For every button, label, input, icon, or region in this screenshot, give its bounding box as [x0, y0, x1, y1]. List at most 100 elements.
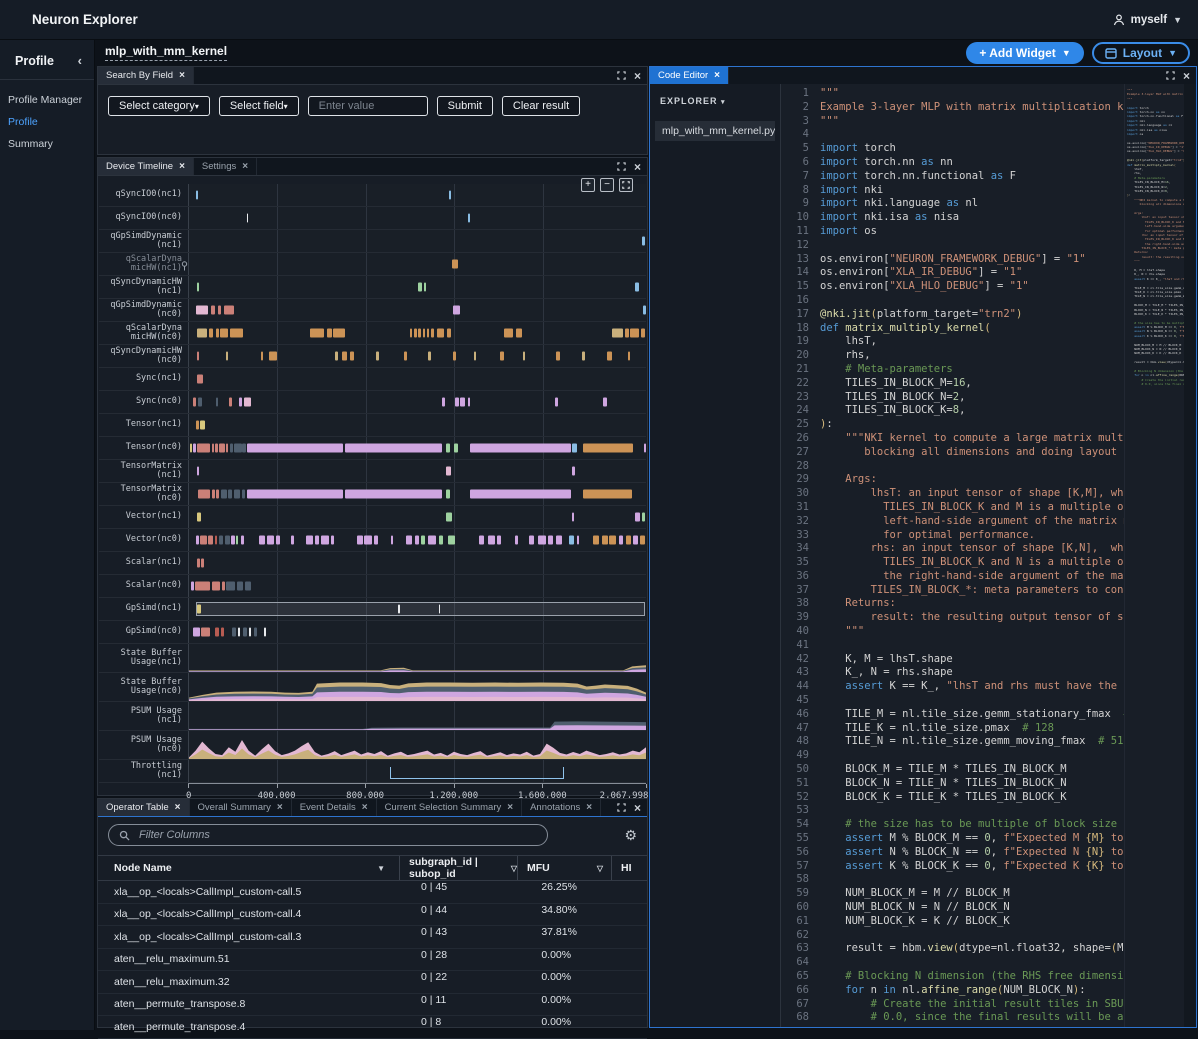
timeline-row-psum-usage-nc1[interactable]: PSUM Usage (nc1)	[99, 702, 646, 731]
code-line[interactable]: 34 rhs: an input tensor of shape [K,N], …	[781, 542, 1124, 556]
timeline-track[interactable]	[188, 437, 646, 459]
code-line[interactable]: 10import nki.isa as nisa	[781, 211, 1124, 225]
column-header-subgraph-id-subop-id[interactable]: subgraph_id | subop_id▽	[399, 856, 517, 880]
timeline-row-tensor-nc1[interactable]: Tensor(nc1)	[99, 414, 646, 437]
timeline-row-gpsimd-nc1[interactable]: GpSimd(nc1)	[99, 598, 646, 621]
timeline-bar[interactable]	[446, 490, 451, 499]
timeline-row-scalar-nc1[interactable]: Scalar(nc1)	[99, 552, 646, 575]
timeline-bar[interactable]	[191, 582, 194, 591]
sidebar-item-profile[interactable]: Profile	[0, 111, 94, 133]
timeline-track[interactable]	[188, 731, 646, 759]
code-line[interactable]: 64	[781, 956, 1124, 970]
timeline-bar[interactable]	[414, 329, 416, 338]
timeline-bar[interactable]	[222, 582, 225, 591]
timeline-row-scalar-nc0[interactable]: Scalar(nc0)	[99, 575, 646, 598]
timeline-bar[interactable]	[635, 513, 640, 522]
code-editor-content[interactable]: 1"""2Example 3-layer MLP with matrix mul…	[781, 84, 1124, 1027]
timeline-track[interactable]	[188, 207, 646, 229]
code-line[interactable]: 47 TILE_K = nl.tile_size.pmax # 128	[781, 722, 1124, 736]
code-line[interactable]: 40 """	[781, 625, 1124, 639]
timeline-bar[interactable]	[245, 582, 251, 591]
timeline-bar[interactable]	[231, 536, 235, 545]
timeline-bar[interactable]	[626, 536, 631, 545]
timeline-track[interactable]	[188, 299, 646, 321]
timeline-track[interactable]	[188, 391, 646, 413]
timeline-bar[interactable]	[446, 444, 451, 453]
timeline-bar[interactable]	[455, 398, 459, 407]
tab-code-editor[interactable]: Code Editor×	[650, 67, 729, 84]
timeline-bar[interactable]	[391, 536, 393, 545]
timeline-bar[interactable]	[612, 329, 623, 338]
timeline-bar[interactable]	[470, 490, 571, 499]
code-line[interactable]: 8import nki	[781, 184, 1124, 198]
timeline-bar[interactable]	[212, 490, 214, 499]
pin-icon[interactable]	[181, 261, 188, 275]
code-line[interactable]: 18def matrix_multiply_kernel(	[781, 322, 1124, 336]
code-line[interactable]: 42 K, M = lhsT.shape	[781, 653, 1124, 667]
code-line[interactable]: 33 for optimal performance.	[781, 529, 1124, 543]
expand-panel-icon[interactable]	[617, 71, 626, 80]
explorer-header[interactable]: EXPLORER ▾	[650, 94, 780, 108]
timeline-row-tensormatrix-nc0[interactable]: TensorMatrix (nc0)	[99, 483, 646, 506]
timeline-bar[interactable]	[209, 329, 214, 338]
timeline-bar[interactable]	[198, 490, 211, 499]
timeline-bar[interactable]	[241, 536, 244, 545]
timeline-bar[interactable]	[200, 536, 206, 545]
code-line[interactable]: 56 assert N % BLOCK_N == 0, f"Expected N…	[781, 846, 1124, 860]
timeline-bar[interactable]	[446, 467, 451, 476]
timeline-bar[interactable]	[239, 398, 242, 407]
timeline-bar[interactable]	[442, 398, 445, 407]
code-line[interactable]: 9import nki.language as nl	[781, 197, 1124, 211]
timeline-bar[interactable]	[460, 398, 465, 407]
timeline-bar[interactable]	[226, 352, 228, 361]
code-line[interactable]: 12	[781, 239, 1124, 253]
code-line[interactable]: 19 lhsT,	[781, 335, 1124, 349]
code-line[interactable]: 48 TILE_N = nl.tile_size.gemm_moving_fma…	[781, 735, 1124, 749]
timeline-row-throttling-nc1[interactable]: Throttling (nc1)	[99, 760, 646, 783]
timeline-track[interactable]	[188, 702, 646, 730]
timeline-bar[interactable]	[196, 306, 208, 315]
timeline-bar[interactable]	[447, 329, 451, 338]
tab-device-timeline[interactable]: Device Timeline×	[98, 158, 194, 175]
timeline-bar[interactable]	[607, 352, 612, 361]
timeline-bar[interactable]	[453, 306, 459, 315]
timeline-bar[interactable]	[201, 628, 210, 637]
code-line[interactable]: 36 the right-hand-side argument of the m…	[781, 570, 1124, 584]
timeline-bar[interactable]	[196, 536, 200, 545]
timeline-bar[interactable]	[488, 536, 495, 545]
code-line[interactable]: 24 TILES_IN_BLOCK_K=8,	[781, 404, 1124, 418]
selection-bracket[interactable]	[390, 767, 564, 779]
code-minimap[interactable]: """Example 3-layer MLP with matrix multi…	[1124, 84, 1184, 1027]
code-line[interactable]: 52 BLOCK_K = TILE_K * TILES_IN_BLOCK_K	[781, 791, 1124, 805]
timeline-bar[interactable]	[208, 536, 213, 545]
timeline-bar[interactable]	[242, 444, 246, 453]
timeline-bar[interactable]	[226, 582, 234, 591]
timeline-bar[interactable]	[628, 352, 631, 361]
timeline-bar[interactable]	[291, 536, 294, 545]
timeline-bar[interactable]	[515, 536, 517, 545]
timeline-bar[interactable]	[577, 536, 579, 545]
timeline-bar[interactable]	[335, 352, 338, 361]
zoom-out-button[interactable]: −	[600, 178, 614, 192]
tab-search-by-field[interactable]: Search By Field×	[98, 67, 194, 84]
timeline-row-gpsimd-nc0[interactable]: GpSimd(nc0)	[99, 621, 646, 644]
column-header-hi[interactable]: HI	[611, 856, 647, 880]
timeline-bar[interactable]	[197, 513, 202, 522]
timeline-track[interactable]	[188, 598, 646, 620]
timeline-row-qsyncdynamichw-nc1[interactable]: qSyncDynamicHW (nc1)	[99, 276, 646, 299]
timeline-bar[interactable]	[200, 421, 204, 430]
timeline-bar[interactable]	[198, 398, 202, 407]
timeline-bar[interactable]	[602, 536, 607, 545]
timeline-track[interactable]	[188, 506, 646, 528]
timeline-bar[interactable]	[197, 444, 211, 453]
timeline-bar[interactable]	[211, 306, 216, 315]
code-line[interactable]: 27 blocking all dimensions and doing lay…	[781, 446, 1124, 460]
code-line[interactable]: 55 assert M % BLOCK_M == 0, f"Expected M…	[781, 832, 1124, 846]
code-line[interactable]: 23 TILES_IN_BLOCK_N=2,	[781, 391, 1124, 405]
close-tab-icon[interactable]: ×	[586, 802, 592, 813]
code-line[interactable]: 37 TILES_IN_BLOCK_*: meta parameters to …	[781, 584, 1124, 598]
column-header-mfu[interactable]: MFU▽	[517, 856, 611, 880]
timeline-bar[interactable]	[583, 490, 632, 499]
timeline-bar[interactable]	[197, 283, 199, 292]
timeline-bar[interactable]	[212, 582, 219, 591]
